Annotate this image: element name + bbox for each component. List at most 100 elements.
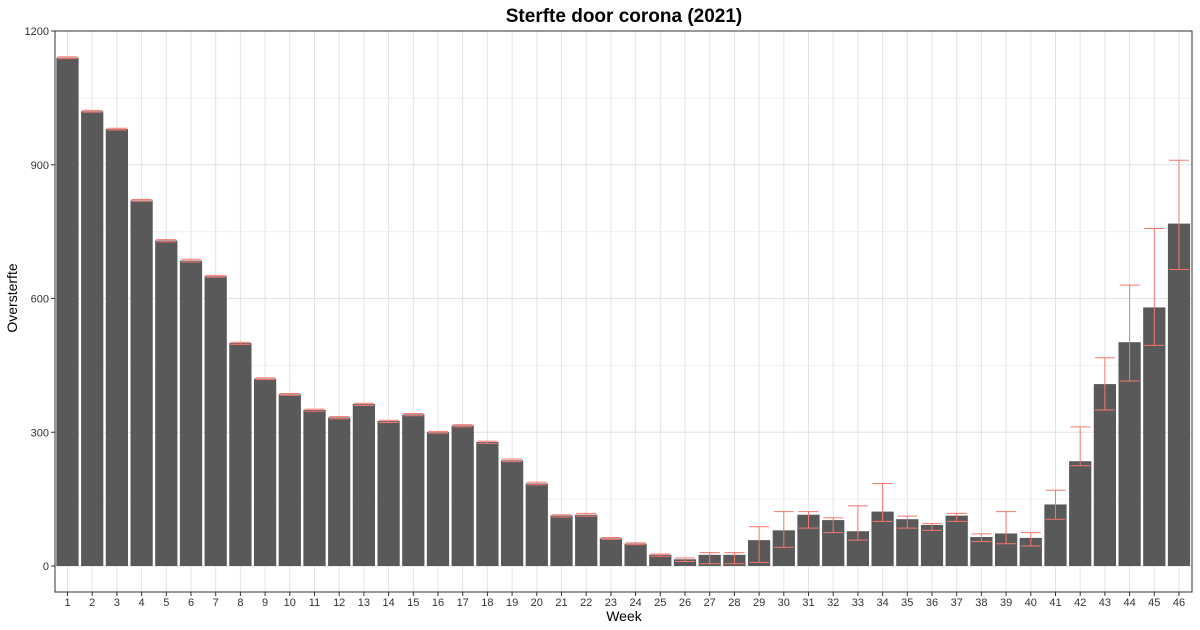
x-tick-label: 26	[679, 597, 691, 609]
x-tick-label: 2	[89, 597, 95, 609]
x-tick-label: 46	[1173, 597, 1185, 609]
x-tick-label: 12	[333, 597, 345, 609]
x-tick-label: 10	[284, 597, 296, 609]
x-tick-label: 1	[64, 597, 70, 609]
error-bar-week-31	[798, 511, 819, 529]
bar-week-14	[377, 421, 400, 566]
x-tick-label: 43	[1099, 597, 1111, 609]
x-tick-label: 25	[654, 597, 666, 609]
bar-week-9	[253, 378, 277, 566]
bar-week-32	[822, 520, 845, 566]
error-bar-week-1	[57, 56, 78, 60]
bar-week-21	[550, 515, 573, 566]
error-bar-week-33	[847, 505, 868, 541]
x-tick-label: 28	[728, 597, 740, 609]
error-bar-week-23	[600, 536, 621, 540]
bar-week-2	[81, 111, 104, 566]
x-tick-label: 4	[139, 597, 145, 609]
error-bar-week-6	[180, 258, 202, 263]
error-bar-week-11	[304, 408, 325, 412]
x-tick-label: 37	[951, 597, 963, 609]
x-tick-label: 45	[1148, 597, 1160, 609]
error-bar-week-19	[502, 458, 523, 463]
error-bar-week-20	[526, 481, 547, 486]
x-tick-label: 40	[1025, 597, 1037, 609]
error-bar-week-34	[872, 483, 893, 522]
error-bar-week-5	[156, 239, 177, 243]
error-bar-week-29	[749, 526, 770, 563]
x-tick-label: 33	[852, 597, 864, 609]
error-bar-week-43	[1094, 357, 1115, 411]
error-bar-week-44	[1119, 284, 1140, 382]
error-bar-week-9	[255, 377, 276, 381]
x-tick-label: 31	[802, 597, 814, 609]
bar-week-43	[1093, 384, 1117, 566]
bar-week-22	[575, 514, 598, 566]
bar-week-41	[1044, 504, 1067, 566]
bar-week-16	[426, 432, 450, 566]
y-axis-ticks: 0 300 600 900 1200	[25, 26, 55, 573]
bar-week-6	[179, 260, 203, 566]
error-bar-week-27	[699, 552, 720, 565]
error-bar-week-17	[452, 424, 473, 428]
error-bar-week-21	[551, 514, 572, 518]
bar-week-38	[970, 537, 993, 566]
x-tick-label: 39	[1000, 597, 1012, 609]
x-tick-label: 20	[531, 597, 543, 609]
x-tick-label: 44	[1123, 597, 1135, 609]
error-bar-week-30	[773, 511, 794, 548]
x-tick-label: 30	[778, 597, 790, 609]
error-bar-week-13	[353, 402, 374, 406]
bar-week-5	[155, 240, 178, 566]
x-tick-label: 15	[407, 597, 419, 609]
bar-week-39	[994, 533, 1018, 566]
bar-week-26	[673, 559, 697, 566]
error-bar-week-42	[1070, 426, 1091, 467]
error-bar-week-22	[576, 512, 597, 517]
x-tick-label: 32	[827, 597, 839, 609]
bar-week-34	[871, 511, 894, 566]
error-bar-week-39	[996, 511, 1017, 545]
error-bar-week-41	[1045, 489, 1066, 520]
error-bar-week-2	[82, 109, 103, 113]
x-tick-label: 34	[876, 597, 888, 609]
error-bar-week-24	[625, 542, 646, 546]
chart-title: Sterfte door corona (2021)	[506, 6, 743, 27]
x-tick-label: 9	[262, 597, 268, 609]
error-bar-week-37	[946, 512, 967, 522]
bar-week-3	[105, 129, 129, 567]
x-tick-label: 13	[358, 597, 370, 609]
bar-week-24	[624, 543, 647, 566]
bar-week-15	[402, 414, 425, 566]
y-tick-label: 900	[31, 160, 49, 172]
error-bar-week-28	[724, 552, 745, 565]
error-bar-week-40	[1020, 532, 1041, 547]
bar-week-46	[1167, 223, 1191, 566]
error-bar-week-10	[279, 392, 300, 396]
x-tick-label: 16	[432, 597, 444, 609]
error-bar-week-12	[329, 416, 350, 420]
x-tick-label: 11	[309, 597, 320, 609]
bar-week-30	[772, 530, 795, 566]
bar-week-12	[328, 417, 351, 566]
x-tick-label: 8	[237, 597, 243, 609]
bar-week-11	[303, 409, 326, 566]
x-tick-label: 3	[114, 597, 120, 609]
plot-frame	[54, 30, 1193, 593]
bar-week-19	[500, 460, 524, 566]
x-tick-label: 17	[457, 597, 469, 609]
error-bar-week-25	[650, 553, 671, 557]
bar-week-25	[649, 554, 672, 566]
bar-week-13	[352, 404, 376, 566]
bar-week-8	[229, 343, 252, 566]
bar-week-10	[278, 394, 301, 566]
y-tick-label: 300	[31, 427, 49, 439]
bar-week-44	[1118, 342, 1141, 566]
bar-week-40	[1019, 537, 1042, 566]
x-tick-label: 22	[580, 597, 592, 609]
x-axis-title: Week	[606, 608, 643, 624]
bar-week-18	[476, 442, 499, 566]
y-axis-title: Oversterfte	[4, 263, 20, 332]
x-tick-label: 7	[213, 597, 219, 609]
